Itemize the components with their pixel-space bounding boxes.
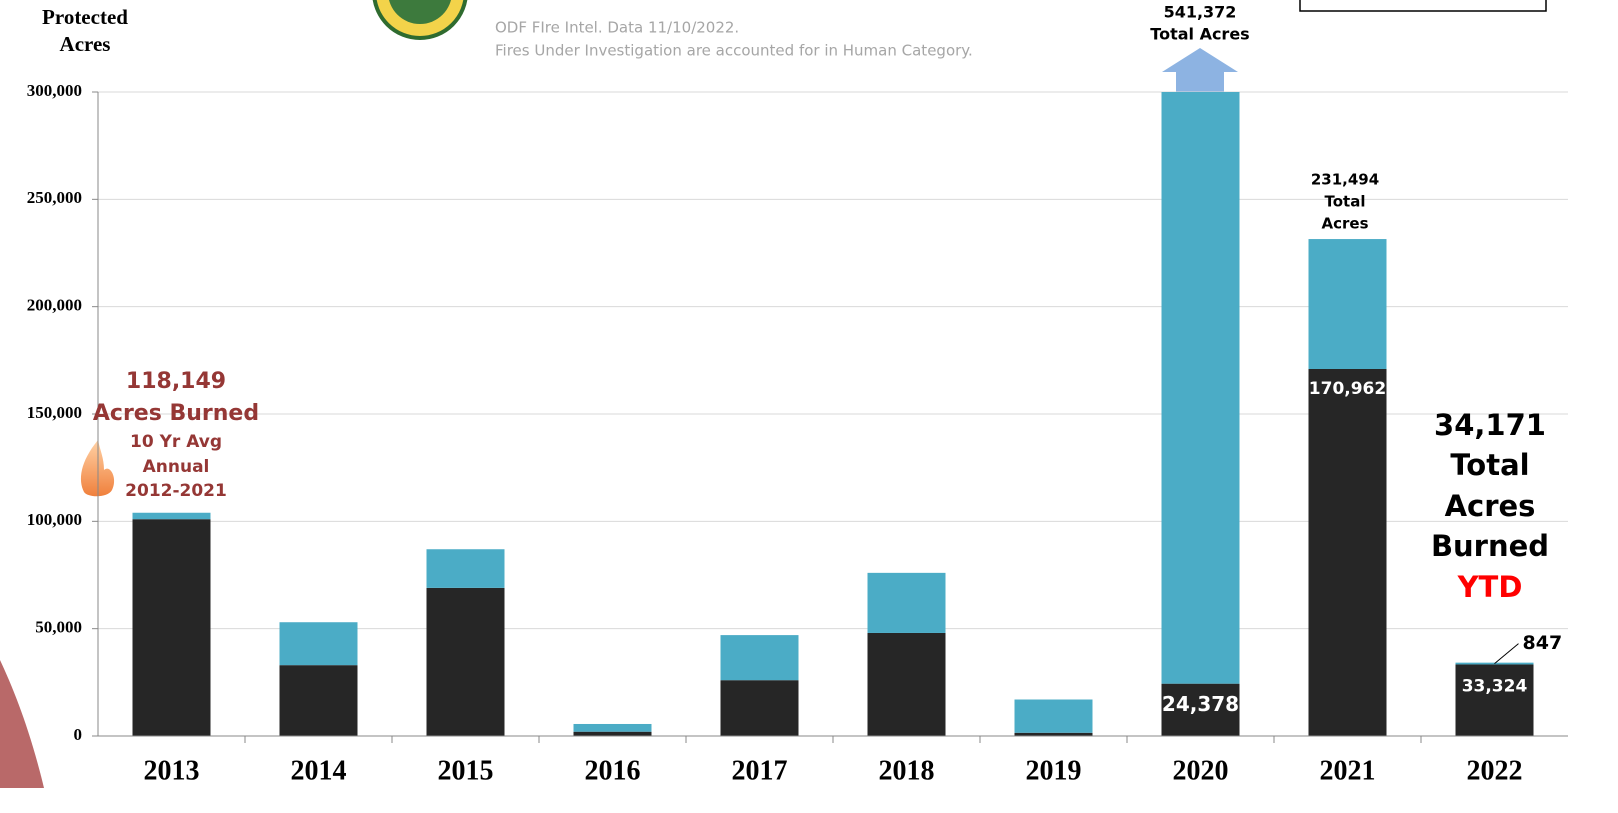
bar-segment (574, 724, 652, 732)
annotation: 541,372 (1164, 3, 1237, 22)
leader-line (1495, 644, 1519, 664)
x-tick-label: 2013 (144, 755, 200, 786)
annotation: 2012-2021 (125, 481, 227, 501)
chart: 0 50,000 100,000 150,000 200,000 250,000 300,0… (0, 0, 1618, 813)
annotation: Acres (1322, 215, 1369, 233)
annotation: 34,171 (1434, 408, 1546, 442)
x-tick-label: 2018 (879, 755, 935, 786)
subtitle: Fires Under Investigation are accounted … (495, 42, 973, 60)
y-tick-label: 100,000 (27, 510, 82, 529)
bar-segment (1309, 239, 1387, 369)
bar-segment (574, 732, 652, 736)
annotation: Acres (1445, 489, 1536, 523)
x-tick-label: 2022 (1467, 755, 1523, 786)
bar-segment (868, 633, 946, 736)
annotation: 10 Yr Avg (130, 432, 222, 452)
bar-segment (280, 622, 358, 665)
x-tick-label: 2019 (1026, 755, 1082, 786)
annotation: Total Acres (1150, 25, 1249, 44)
bar-segment (427, 549, 505, 588)
bar-segment (868, 573, 946, 633)
bar-segment (427, 588, 505, 736)
annotation: 231,494 (1311, 171, 1379, 189)
bar-segment (1162, 0, 1240, 684)
x-tick-label: 2017 (732, 755, 788, 786)
y-tick-label: 150,000 (27, 403, 82, 422)
value-label: 170,962 (1309, 379, 1386, 399)
value-label: 33,324 (1462, 676, 1528, 696)
x-tick-label: 2021 (1320, 755, 1376, 786)
annotation: YTD (1457, 570, 1523, 604)
annotation: Acres Burned (93, 401, 259, 426)
y-tick-label: 300,000 (27, 81, 82, 100)
value-label: 24,378 (1162, 692, 1239, 716)
legend-box (1300, 0, 1546, 11)
annotation: Total (1450, 448, 1529, 482)
bar-segment (1015, 700, 1093, 733)
overflow-arrow (1162, 48, 1238, 94)
y-tick-label: 0 (74, 725, 83, 744)
x-tick-label: 2020 (1173, 755, 1229, 786)
y-tick-label: 200,000 (27, 296, 82, 315)
value-label: 847 (1523, 632, 1563, 654)
bar-segment (721, 680, 799, 736)
x-tick-label: 2016 (585, 755, 641, 786)
bar-segment (1456, 664, 1534, 736)
x-tick-label: 2015 (438, 755, 494, 786)
y-tick-label: 250,000 (27, 188, 82, 207)
tree-decoration (0, 660, 44, 788)
annotation: Burned (1431, 529, 1549, 563)
annotation: Annual (143, 457, 210, 477)
bar-segment (133, 519, 211, 736)
bar-segment (280, 665, 358, 736)
x-tick-label: 2014 (291, 755, 347, 786)
y-tick-label: 50,000 (35, 618, 82, 637)
page: 0 50,000 100,000 150,000 200,000 250,000 300,0… (0, 0, 1618, 813)
subtitle: ODF FIre Intel. Data 11/10/2022. (495, 19, 739, 37)
bar-segment (721, 635, 799, 680)
annotation: Total (1325, 193, 1366, 211)
bar-segment (1309, 369, 1387, 736)
y-axis-title: Acres (60, 32, 111, 56)
y-axis-title: Protected (42, 5, 128, 29)
annotation: 118,149 (126, 369, 226, 394)
bar-segment (133, 513, 211, 519)
bars (133, 0, 1534, 736)
